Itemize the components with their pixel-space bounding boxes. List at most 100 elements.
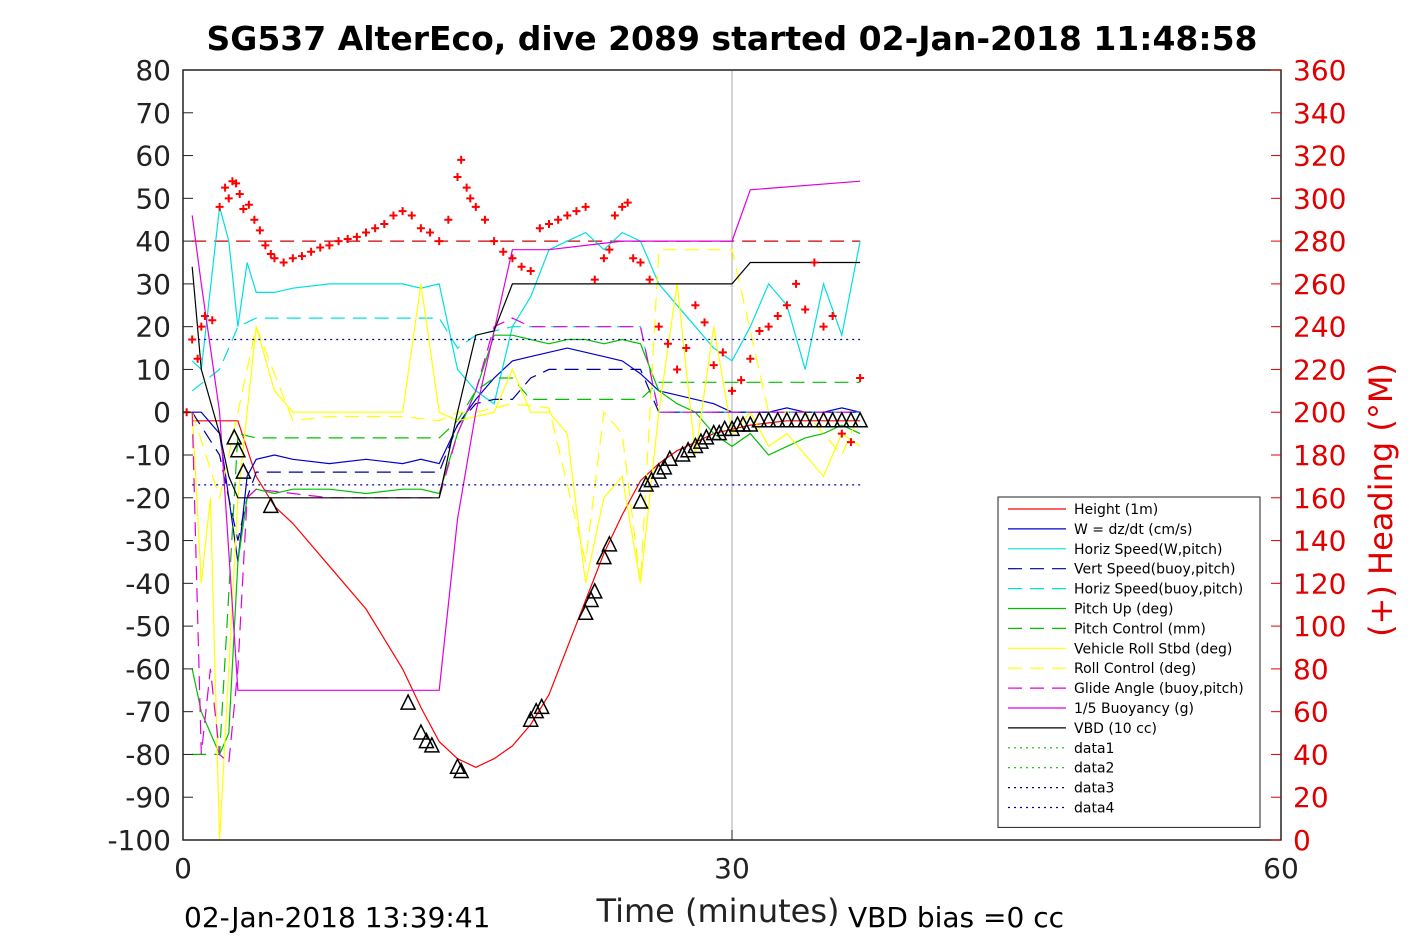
legend-entry: Vert Speed(buoy,pitch) bbox=[1074, 562, 1236, 578]
right-tick-label: 20 bbox=[1293, 781, 1329, 814]
series-line-8 bbox=[191, 249, 861, 584]
left-tick-label: -20 bbox=[125, 482, 171, 515]
event-marker bbox=[723, 419, 741, 437]
event-marker bbox=[229, 441, 247, 458]
event-marker bbox=[842, 411, 860, 428]
heading-point bbox=[517, 262, 526, 271]
heading-point bbox=[193, 354, 202, 363]
right-axis-label: (+) Heading (°M) bbox=[1362, 363, 1400, 637]
series-line-0 bbox=[192, 420, 861, 768]
series-line-3 bbox=[191, 368, 861, 541]
right-tick-label: 120 bbox=[1293, 567, 1346, 600]
heading-point bbox=[239, 205, 248, 214]
event-marker bbox=[412, 723, 430, 740]
heading-point bbox=[457, 155, 466, 164]
heading-point bbox=[380, 220, 389, 228]
heading-point bbox=[746, 354, 755, 363]
heading-point bbox=[605, 245, 614, 254]
event-marker bbox=[637, 475, 655, 492]
heading-point bbox=[389, 211, 398, 220]
heading-point bbox=[545, 220, 553, 228]
heading-point bbox=[663, 339, 672, 348]
legend-entry: data2 bbox=[1074, 761, 1114, 777]
legend-entry: Glide Angle (buoy,pitch) bbox=[1074, 681, 1244, 697]
right-tick-label: 260 bbox=[1293, 268, 1346, 301]
right-tick-label: 320 bbox=[1293, 140, 1346, 173]
event-marker bbox=[698, 428, 715, 445]
event-marker bbox=[577, 603, 594, 621]
legend-entry: Pitch Up (deg) bbox=[1074, 602, 1173, 618]
heading-point bbox=[462, 183, 471, 192]
event-marker bbox=[778, 411, 796, 428]
right-tick-label: 360 bbox=[1293, 54, 1346, 87]
series-line-1 bbox=[192, 347, 861, 562]
event-marker bbox=[522, 710, 539, 727]
legend-entry: data4 bbox=[1074, 801, 1115, 817]
left-tick-label: -50 bbox=[125, 610, 171, 643]
heading-point bbox=[673, 365, 682, 374]
x-tick-label: 30 bbox=[714, 852, 750, 885]
left-tick-label: -60 bbox=[125, 653, 171, 686]
event-marker bbox=[674, 445, 691, 462]
heading-point bbox=[288, 254, 297, 263]
event-marker bbox=[710, 423, 728, 441]
legend-entry: Pitch Control (mm) bbox=[1074, 621, 1206, 637]
left-tick-label: 0 bbox=[153, 396, 171, 429]
heading-point bbox=[297, 252, 306, 261]
legend-entry: Roll Control (deg) bbox=[1074, 661, 1196, 677]
heading-point bbox=[700, 318, 709, 327]
heading-point bbox=[819, 322, 828, 331]
right-tick-label: 40 bbox=[1293, 738, 1329, 771]
event-marker bbox=[661, 449, 678, 467]
event-marker bbox=[796, 411, 814, 428]
heading-point bbox=[526, 267, 535, 276]
event-marker bbox=[650, 462, 668, 479]
x-tick-label: 60 bbox=[1263, 852, 1299, 885]
event-marker bbox=[601, 535, 618, 552]
heading-point bbox=[371, 224, 380, 233]
heading-point bbox=[453, 172, 462, 181]
event-marker bbox=[656, 458, 673, 475]
heading-point bbox=[188, 335, 197, 344]
right-tick-label: 60 bbox=[1293, 696, 1329, 729]
event-marker bbox=[692, 432, 710, 449]
event-marker bbox=[586, 582, 603, 599]
left-tick-label: -40 bbox=[125, 567, 171, 600]
left-tick-label: 60 bbox=[135, 140, 171, 173]
right-tick-label: 300 bbox=[1293, 182, 1346, 215]
left-tick-label: 10 bbox=[135, 353, 171, 386]
heading-point bbox=[261, 241, 270, 250]
heading-point bbox=[691, 301, 700, 310]
heading-point bbox=[590, 275, 599, 284]
heading-point bbox=[334, 237, 343, 246]
footer-timestamp: 02-Jan-2018 13:39:41 bbox=[184, 901, 490, 934]
heading-point bbox=[610, 211, 619, 220]
heading-point bbox=[508, 254, 517, 263]
heading-point bbox=[837, 429, 846, 438]
event-marker bbox=[452, 761, 470, 779]
left-tick-label: 20 bbox=[135, 311, 171, 344]
heading-point bbox=[197, 322, 206, 331]
event-marker bbox=[833, 411, 851, 428]
series-line-5 bbox=[191, 334, 861, 756]
heading-point bbox=[581, 202, 590, 211]
heading-point bbox=[444, 215, 453, 224]
right-tick-label: 160 bbox=[1293, 482, 1346, 515]
heading-point bbox=[737, 376, 746, 385]
heading-point bbox=[618, 202, 627, 211]
event-marker bbox=[226, 428, 243, 445]
heading-point bbox=[499, 247, 508, 256]
heading-point bbox=[709, 361, 718, 370]
heading-point bbox=[782, 301, 791, 310]
event-marker bbox=[787, 411, 805, 428]
heading-point bbox=[224, 194, 233, 203]
heading-point bbox=[266, 249, 275, 258]
heading-point bbox=[718, 348, 727, 357]
heading-point bbox=[728, 386, 736, 395]
heading-point bbox=[232, 179, 241, 188]
heading-point bbox=[682, 344, 691, 353]
event-marker bbox=[399, 693, 417, 710]
heading-point bbox=[636, 258, 645, 267]
heading-point bbox=[480, 215, 489, 224]
heading-point bbox=[244, 200, 253, 209]
